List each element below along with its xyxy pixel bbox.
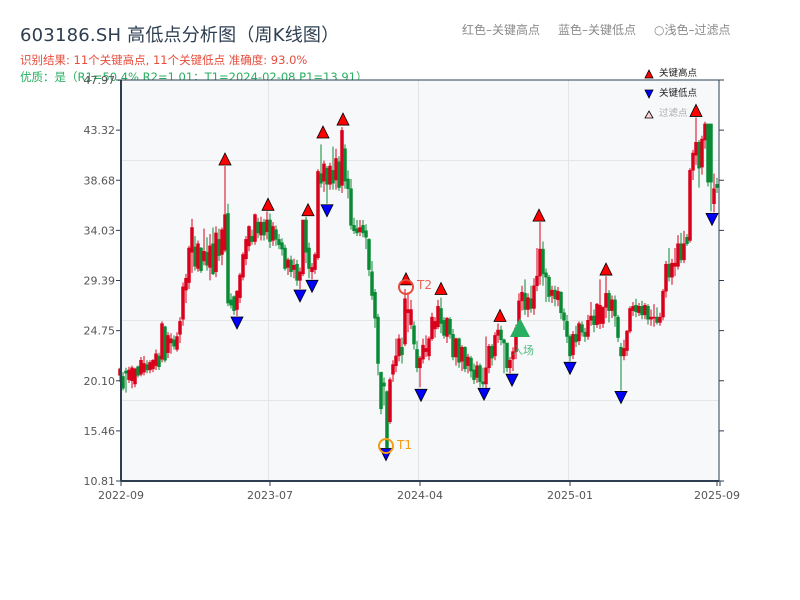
x-tick-label: 2023-07 xyxy=(247,489,293,502)
chart-legend: 关键高点 关键低点 过滤点 xyxy=(644,64,697,124)
key-low-marker xyxy=(614,391,628,405)
key-low-marker xyxy=(414,388,428,403)
triangle-down-icon xyxy=(644,89,654,99)
t1-marker xyxy=(378,438,394,454)
x-tick-label: 2024-04 xyxy=(397,489,443,502)
color-legend-filtered: ○浅色–过滤点 xyxy=(654,23,731,37)
svg-text:T1: T1 xyxy=(396,438,412,452)
entry-marker xyxy=(510,318,530,337)
key-low-marker xyxy=(705,213,719,227)
y-tick-label: 20.10 xyxy=(84,375,116,388)
x-tick-label: 2022-09 xyxy=(98,489,144,502)
x-tick-label: 2025-09 xyxy=(694,489,740,502)
y-tick-label: 34.03 xyxy=(84,224,116,237)
key-high-marker xyxy=(493,308,507,322)
color-legend-low: 蓝色–关键低点 xyxy=(558,23,637,37)
t2-marker xyxy=(398,279,414,295)
key-high-marker xyxy=(261,197,275,211)
legend-item-filtered: 过滤点 xyxy=(644,104,697,124)
y-tick-label: 47.97 xyxy=(84,74,116,87)
svg-text:T2: T2 xyxy=(416,278,432,292)
y-tick-label: 29.39 xyxy=(84,275,116,288)
key-high-marker xyxy=(689,103,703,117)
key-low-marker xyxy=(320,204,334,218)
key-high-marker xyxy=(599,262,613,276)
triangle-up-icon xyxy=(644,69,654,79)
key-low-marker xyxy=(563,361,577,376)
y-tick-label: 10.81 xyxy=(84,475,116,488)
key-low-marker xyxy=(305,279,319,294)
result-summary: 识别结果: 11个关键高点, 11个关键低点 准确度: 93.0% xyxy=(20,53,308,67)
key-high-marker xyxy=(316,125,330,139)
svg-text:入场: 入场 xyxy=(512,343,534,357)
plot-area xyxy=(121,80,719,481)
key-high-marker xyxy=(218,152,232,166)
key-low-marker xyxy=(477,387,491,402)
y-tick-label: 43.32 xyxy=(84,124,116,137)
key-high-marker xyxy=(336,112,350,126)
y-tick-label: 24.75 xyxy=(84,325,116,338)
color-legend-high: 红色–关键高点 xyxy=(462,23,541,37)
color-legend-text: 红色–关键高点 蓝色–关键低点 ○浅色–过滤点 xyxy=(462,21,749,38)
y-tick-label: 15.46 xyxy=(84,425,116,438)
key-high-marker xyxy=(434,281,448,295)
key-low-marker xyxy=(505,373,519,388)
key-low-marker xyxy=(230,316,244,330)
key-high-marker xyxy=(532,208,546,222)
triangle-outline-icon xyxy=(644,110,654,119)
key-low-marker xyxy=(293,289,307,303)
y-tick-label: 38.68 xyxy=(84,174,116,187)
legend-item-key-high: 关键高点 xyxy=(644,64,697,84)
key-high-marker xyxy=(301,202,315,217)
key-high-marker xyxy=(399,271,413,286)
x-tick-label: 2025-01 xyxy=(547,489,593,502)
legend-item-key-low: 关键低点 xyxy=(644,84,697,104)
chart-title: 603186.SH 高低点分析图（周K线图） xyxy=(20,25,340,46)
